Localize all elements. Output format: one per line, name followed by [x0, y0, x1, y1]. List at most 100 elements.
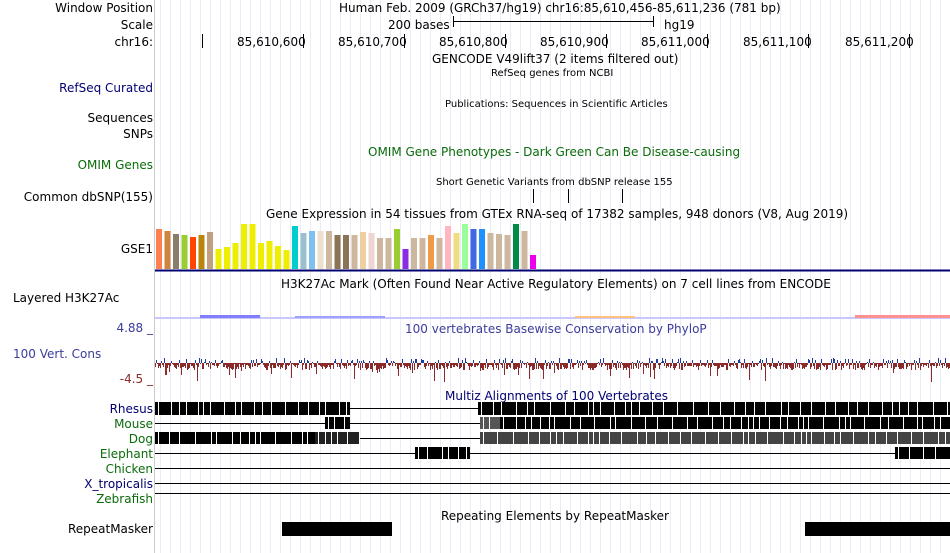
phylop-bar: [171, 361, 172, 363]
phylop-bar: [288, 363, 289, 366]
phylop-bar: [865, 363, 866, 365]
gtex-bar: [292, 226, 298, 269]
mouse-alignment-gap-mark: [880, 417, 881, 429]
phylop-bar: [265, 363, 266, 368]
mouse-alignment-gap-mark: [759, 417, 760, 429]
rhesus-alignment-gap-mark: [825, 402, 826, 415]
phylop-bar: [784, 363, 785, 364]
gtex-track-label[interactable]: GSE1: [120, 242, 153, 256]
phylop-bar: [234, 363, 235, 364]
phylop-bar: [621, 362, 622, 363]
grid-line: [300, 0, 301, 553]
phylop-bar: [344, 363, 345, 368]
species-dog[interactable]: Dog: [128, 432, 153, 446]
phylop-bar: [668, 363, 669, 367]
phylop-bar: [193, 363, 194, 368]
phylop-bar: [914, 360, 915, 363]
phylop-bar: [505, 358, 506, 363]
phylop-bar: [223, 363, 224, 367]
species-elephant[interactable]: Elephant: [99, 447, 153, 461]
phylop-bar: [802, 363, 803, 369]
grid-line: [260, 0, 261, 553]
species-x-tropicalis[interactable]: X_tropicalis: [84, 477, 153, 491]
phylop-bar: [750, 363, 751, 365]
phylop-bar: [275, 363, 276, 368]
rhesus-alignment-gap-mark: [811, 402, 812, 415]
phylop-bar: [943, 363, 944, 364]
species-zebrafish[interactable]: Zebrafish: [96, 492, 153, 506]
phylop-bar: [636, 363, 637, 368]
phylop-bar: [423, 360, 424, 363]
phylop-bar: [297, 363, 298, 368]
refseq-track-label[interactable]: RefSeq Curated: [59, 81, 153, 95]
phylop-bar: [167, 363, 168, 368]
phylop-bar: [331, 363, 332, 365]
phylop-bar: [403, 363, 404, 365]
phylop-bar: [912, 363, 913, 365]
species-chicken[interactable]: Chicken: [105, 462, 153, 476]
browser-image[interactable]: Human Feb. 2009 (GRCh37/hg19) chr16:85,6…: [155, 0, 950, 553]
phylop-bar: [588, 363, 589, 368]
phylop-bar: [656, 359, 657, 363]
phylop-bar: [214, 363, 215, 366]
rhesus-alignment-gap-mark: [734, 402, 735, 415]
phylop-bar: [933, 363, 934, 366]
rhesus-alignment-gap-mark: [677, 402, 678, 415]
rhesus-alignment-gap-mark: [693, 402, 694, 415]
phylop-bar: [237, 363, 238, 367]
h3k27ac-track-label[interactable]: Layered H3K27Ac: [13, 291, 120, 305]
phylop-bar: [622, 363, 623, 365]
phylop-bar: [165, 363, 166, 375]
repeatmasker-track-label[interactable]: RepeatMasker: [67, 522, 153, 536]
rhesus-alignment-gap-mark: [516, 402, 517, 415]
phylop-bar: [806, 363, 807, 367]
phylop-bar: [197, 363, 198, 381]
phylop-bar: [397, 363, 398, 369]
phylop-bar: [552, 363, 553, 365]
omim-track-label[interactable]: OMIM Genes: [77, 158, 153, 172]
grid-line: [540, 0, 541, 553]
phylop-bar: [409, 363, 410, 368]
multiz-track-title: Multiz Alignments of 100 Vertebrates: [445, 389, 669, 403]
gtex-bar: [530, 255, 536, 269]
rhesus-alignment-gap-mark: [947, 402, 948, 415]
phylop-bar: [300, 362, 301, 363]
dbsnp-track-label[interactable]: Common dbSNP(155): [23, 190, 153, 204]
phylop-bar: [506, 363, 507, 369]
phylop-bar: [274, 363, 275, 368]
phylop-bar: [446, 363, 447, 367]
snps-track-label[interactable]: SNPs: [123, 127, 153, 141]
phylop-bar: [842, 363, 843, 366]
phylop-bar: [918, 363, 919, 368]
dog-alignment-gap-mark: [621, 432, 622, 444]
gtex-bar: [462, 224, 468, 269]
phylop-bar: [406, 363, 407, 367]
species-mouse[interactable]: Mouse: [114, 417, 153, 431]
species-rhesus[interactable]: Rhesus: [109, 402, 153, 416]
phylop-bar: [945, 358, 946, 363]
phylop-bar: [852, 359, 853, 363]
phylop-bar: [803, 363, 804, 368]
phylop-bar: [538, 363, 539, 369]
mouse-alignment-gap-mark: [687, 417, 688, 429]
phylop-bar: [839, 363, 840, 366]
sequences-track-label[interactable]: Sequences: [87, 111, 153, 125]
dbsnp-variant-marks: [533, 189, 623, 203]
phylop-bar: [230, 363, 231, 368]
phylop-bar: [166, 363, 167, 375]
gtex-bar: [181, 235, 188, 269]
phylop-bar: [638, 363, 639, 369]
phylop-bar: [818, 363, 819, 369]
grid-line: [880, 0, 881, 553]
phylop-bar: [633, 363, 634, 369]
phylop-bar: [391, 361, 392, 363]
phylop-bar: [170, 363, 171, 366]
mouse-alignment-gap-mark: [769, 417, 770, 429]
phylop-bar: [900, 363, 901, 369]
phylop-bar: [380, 363, 381, 368]
phylop-track-label[interactable]: 100 Vert. Cons: [13, 347, 102, 361]
phylop-bar: [542, 363, 543, 370]
phylop-bar: [346, 363, 347, 369]
phylop-bar: [459, 363, 460, 369]
phylop-bar: [603, 358, 604, 363]
